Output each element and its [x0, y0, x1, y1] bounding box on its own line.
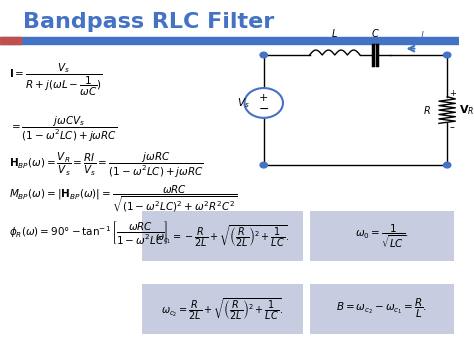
Text: $\phi_R(\omega) = 90° - \tan^{-1}\left[\dfrac{\omega RC}{1-\omega^2 LC}\right]$: $\phi_R(\omega) = 90° - \tan^{-1}\left[\…: [9, 219, 168, 246]
Bar: [142, 211, 303, 261]
Text: $= \dfrac{j\omega CV_s}{(1 - \omega^2 LC) + j\omega RC}$: $= \dfrac{j\omega CV_s}{(1 - \omega^2 LC…: [9, 115, 117, 144]
Bar: [0, 37, 21, 44]
Bar: [310, 211, 454, 261]
Circle shape: [260, 162, 267, 168]
Text: $R$: $R$: [423, 104, 431, 116]
Circle shape: [444, 162, 451, 168]
Circle shape: [260, 52, 267, 58]
Circle shape: [444, 52, 451, 58]
Text: $\mathbf{H}_{BP}(\omega) = \dfrac{V_R}{V_s} = \dfrac{RI}{V_s} = \dfrac{j\omega R: $\mathbf{H}_{BP}(\omega) = \dfrac{V_R}{V…: [9, 151, 204, 180]
Text: $I$: $I$: [419, 29, 424, 41]
Text: $\mathbf{V}_R$: $\mathbf{V}_R$: [459, 103, 474, 117]
Text: –: –: [449, 122, 455, 132]
Text: +: +: [259, 93, 268, 103]
Text: $V_s$: $V_s$: [237, 96, 250, 110]
Text: $M_{BP}(\omega) = |\mathbf{H}_{BP}(\omega)| = \dfrac{\omega RC}{\sqrt{(1-\omega^: $M_{BP}(\omega) = |\mathbf{H}_{BP}(\omeg…: [9, 184, 238, 214]
Text: $L$: $L$: [331, 27, 338, 39]
Text: +: +: [449, 89, 456, 98]
Text: Bandpass RLC Filter: Bandpass RLC Filter: [23, 12, 274, 32]
Text: $\mathbf{I} = \dfrac{V_s}{R + j(\omega L - \dfrac{1}{\omega C})}$: $\mathbf{I} = \dfrac{V_s}{R + j(\omega L…: [9, 62, 103, 98]
Text: $B = \omega_{c_2} - \omega_{c_1} = \dfrac{R}{L}.$: $B = \omega_{c_2} - \omega_{c_1} = \dfra…: [336, 297, 427, 321]
Text: $\omega_{c_1} = -\dfrac{R}{2L} + \sqrt{\left(\dfrac{R}{2L}\right)^2 + \dfrac{1}{: $\omega_{c_1} = -\dfrac{R}{2L} + \sqrt{\…: [155, 223, 290, 249]
Bar: [310, 284, 454, 334]
Circle shape: [245, 88, 283, 118]
Text: −: −: [258, 103, 269, 115]
Text: $\omega_{c_2} = \dfrac{R}{2L} + \sqrt{\left(\dfrac{R}{2L}\right)^2 + \dfrac{1}{L: $\omega_{c_2} = \dfrac{R}{2L} + \sqrt{\l…: [161, 296, 284, 322]
Text: $\omega_0 = \dfrac{1}{\sqrt{LC}}.$: $\omega_0 = \dfrac{1}{\sqrt{LC}}.$: [355, 222, 409, 250]
Bar: [0, 37, 459, 44]
Text: $C$: $C$: [371, 27, 379, 39]
Bar: [142, 284, 303, 334]
